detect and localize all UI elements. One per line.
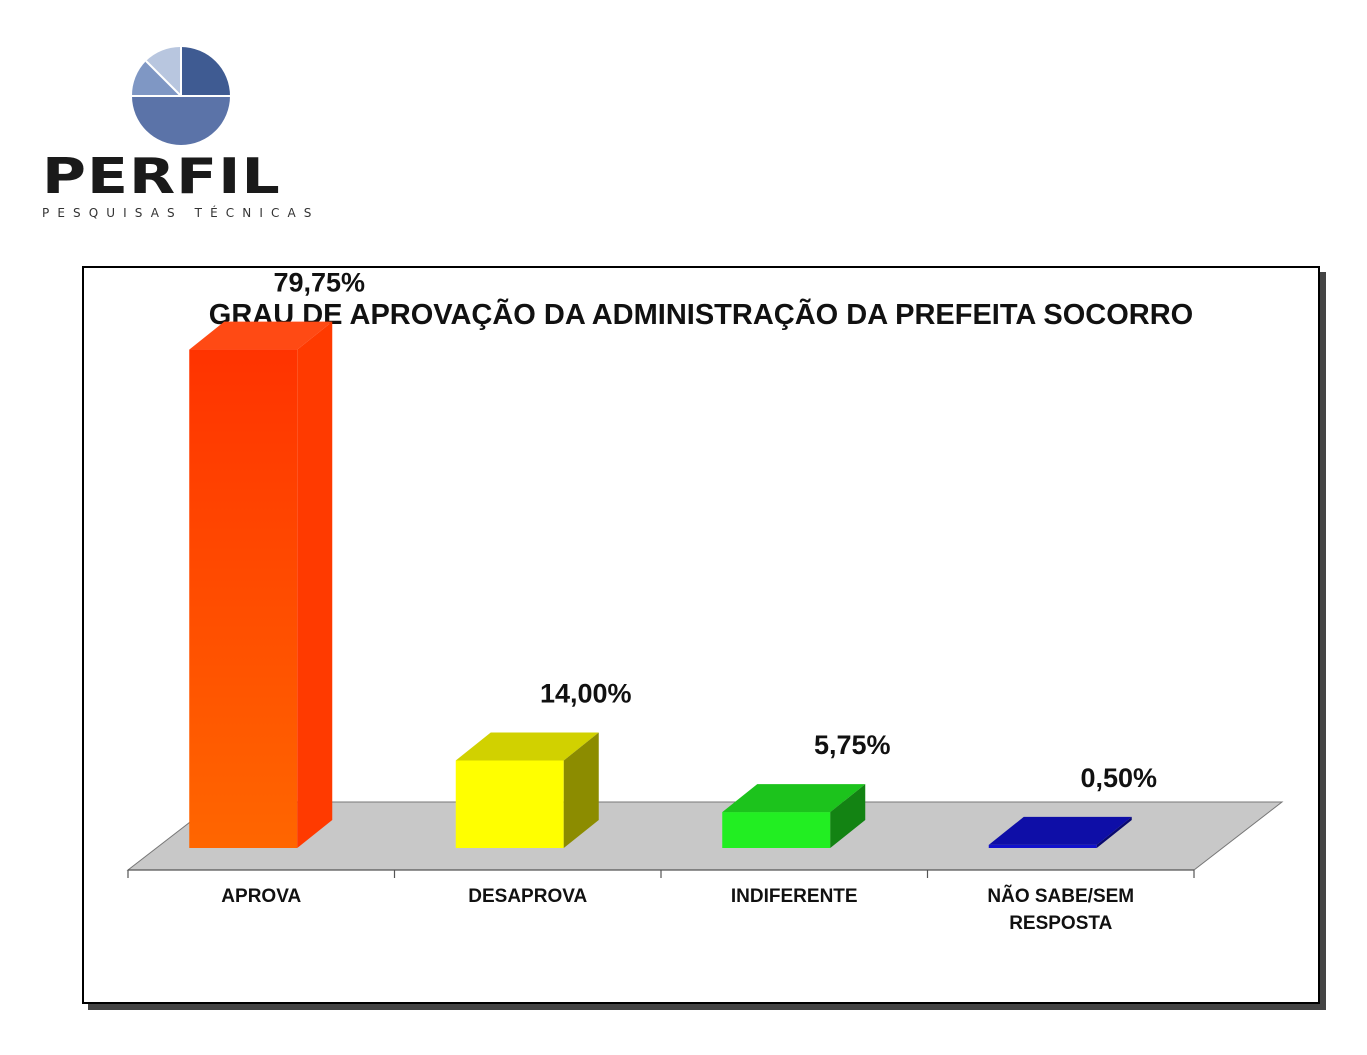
category-label: INDIFERENTE — [731, 886, 858, 907]
chart-frame: GRAU DE APROVAÇÃO DA ADMINISTRAÇÃO DA PR… — [82, 266, 1320, 1004]
bar-2 — [455, 732, 599, 848]
bar-4 — [988, 816, 1132, 848]
bar-side — [830, 784, 866, 848]
category-label-line: RESPOSTA — [1009, 913, 1112, 934]
bar-top — [189, 321, 333, 350]
value-label: 0,50% — [1080, 763, 1157, 793]
perfil-logo: PERFIL PESQUISAS TÉCNICAS — [40, 44, 330, 229]
pie-logo-slice-4 — [146, 46, 181, 96]
bar-chart: GRAU DE APROVAÇÃO DA ADMINISTRAÇÃO DA PR… — [126, 268, 1284, 934]
category-label-line: APROVA — [221, 886, 301, 907]
category-label: APROVA — [221, 886, 301, 907]
category-label: NÃO SABE/SEM RESPOSTA — [987, 885, 1134, 934]
value-label: 14,00% — [540, 679, 632, 709]
category-label: DESAPROVA — [468, 886, 587, 907]
logo-tagline: PESQUISAS TÉCNICAS — [42, 206, 320, 220]
chart-title: GRAU DE APROVAÇÃO DA ADMINISTRAÇÃO DA PR… — [209, 297, 1193, 331]
category-label-line: DESAPROVA — [468, 886, 587, 907]
bar-front — [189, 349, 298, 848]
pie-logo-icon — [131, 46, 230, 145]
value-label: 5,75% — [814, 730, 891, 760]
value-label: 79,75% — [273, 268, 365, 298]
bar-front — [988, 844, 1097, 848]
category-label-line: NÃO SABE/SEM — [987, 885, 1134, 907]
bar-top — [988, 816, 1132, 845]
bar-side — [1096, 816, 1132, 848]
bar-front — [455, 760, 564, 848]
pie-logo-slice-1 — [181, 47, 230, 96]
bar-side — [297, 321, 333, 848]
pie-logo-slice-3 — [131, 61, 181, 96]
bar-1 — [189, 321, 333, 848]
bar-top — [722, 784, 866, 813]
bar-3 — [722, 784, 866, 848]
pie-logo-slice-2 — [132, 96, 230, 145]
logo-name: PERFIL — [42, 147, 281, 206]
bar-top — [455, 732, 599, 761]
category-label-line: INDIFERENTE — [731, 886, 858, 907]
bar-front — [722, 812, 831, 848]
bar-side — [563, 732, 599, 848]
